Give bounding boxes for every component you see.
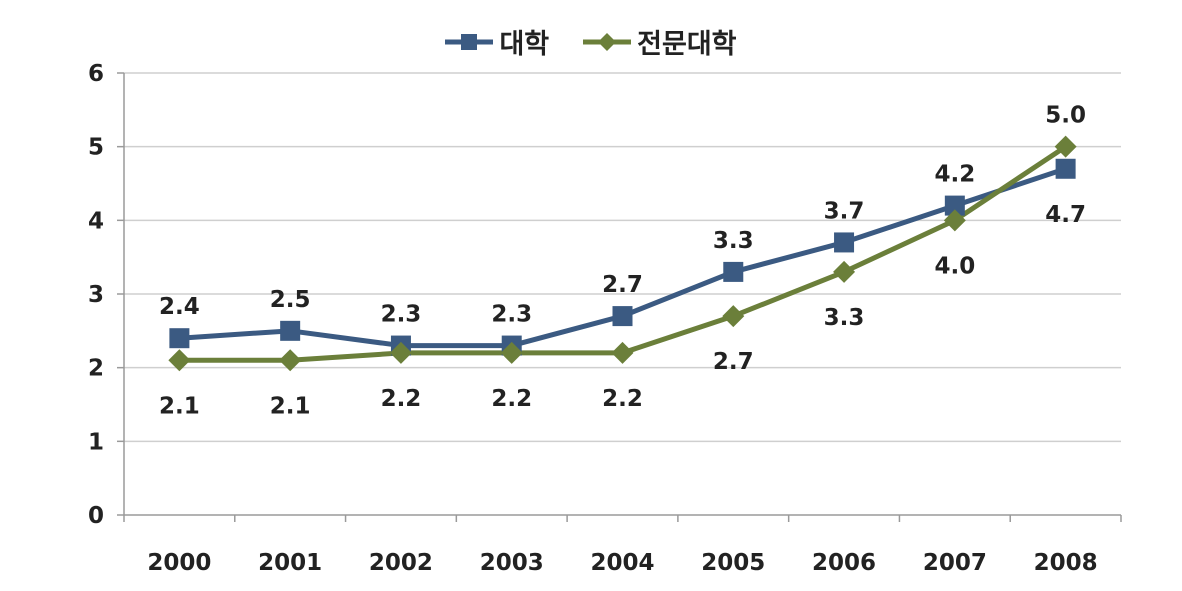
x-tick-label-6: 2006	[812, 550, 876, 576]
series-0-data-label-3: 2.3	[491, 302, 532, 328]
series-0-point-6	[834, 232, 855, 253]
series-1-point-4	[611, 341, 634, 364]
series-1-data-label-1: 2.1	[270, 393, 311, 419]
series-1-data-label-7: 4.0	[934, 253, 975, 279]
series-0-data-label-5: 3.3	[713, 228, 754, 254]
y-tick-label-3: 3	[88, 282, 104, 308]
y-tick-label-2: 2	[88, 356, 104, 382]
series-1-data-label-3: 2.2	[491, 386, 532, 412]
series-0-point-8	[1055, 158, 1076, 179]
x-tick-label-0: 2000	[147, 550, 211, 576]
x-tick-label-1: 2001	[258, 550, 322, 576]
series-0-data-label-7: 4.2	[934, 162, 975, 188]
series-0-point-5	[723, 261, 744, 282]
legend-label-series-1: 전문대학	[637, 29, 737, 60]
series-0-data-label-0: 2.4	[159, 294, 200, 320]
y-tick-label-4: 4	[88, 208, 104, 234]
legend: 대학 전문대학	[0, 22, 1182, 61]
legend-item-series-1: 전문대학	[583, 22, 737, 61]
series-1-point-6	[833, 260, 856, 283]
series-1-point-0	[168, 349, 191, 372]
y-tick-label-1: 1	[88, 429, 104, 455]
legend-item-series-0: 대학	[445, 22, 549, 61]
y-tick-label-6: 6	[88, 61, 104, 87]
legend-swatch-series-0	[445, 33, 494, 50]
series-0-data-label-4: 2.7	[602, 272, 643, 298]
series-1-point-1	[279, 349, 302, 372]
x-tick-label-3: 2003	[480, 550, 544, 576]
x-tick-label-5: 2005	[701, 550, 765, 576]
series-0-point-0	[169, 328, 190, 349]
series-0-data-label-6: 3.7	[824, 198, 865, 224]
x-tick-label-4: 2004	[590, 550, 654, 576]
series-1-data-label-8: 5.0	[1045, 103, 1086, 129]
series-1-point-7	[943, 209, 966, 232]
series-0-data-label-2: 2.3	[381, 302, 422, 328]
series-1-point-2	[389, 341, 412, 364]
series-1-point-8	[1054, 135, 1077, 158]
series-0-point-7	[944, 195, 965, 216]
x-tick-label-2: 2002	[369, 550, 433, 576]
legend-swatch-series-1	[583, 32, 632, 51]
series-1-data-label-2: 2.2	[381, 386, 422, 412]
series-0-data-label-8: 4.7	[1045, 202, 1086, 228]
series-1-point-5	[722, 305, 745, 328]
x-tick-label-8: 2008	[1034, 550, 1098, 576]
series-0-point-4	[612, 306, 633, 327]
series-0-data-label-1: 2.5	[270, 287, 311, 313]
x-tick-label-7: 2007	[923, 550, 987, 576]
series-1-data-label-4: 2.2	[602, 386, 643, 412]
series-line-1	[179, 144, 1067, 363]
series-1-point-3	[500, 341, 523, 364]
series-1-data-label-5: 2.7	[713, 349, 754, 375]
series-1-data-label-0: 2.1	[159, 393, 200, 419]
y-tick-label-5: 5	[88, 135, 104, 161]
legend-label-series-0: 대학	[499, 29, 550, 60]
series-1-data-label-6: 3.3	[824, 305, 865, 331]
y-tick-label-0: 0	[88, 503, 104, 529]
series-0-point-1	[280, 320, 301, 341]
